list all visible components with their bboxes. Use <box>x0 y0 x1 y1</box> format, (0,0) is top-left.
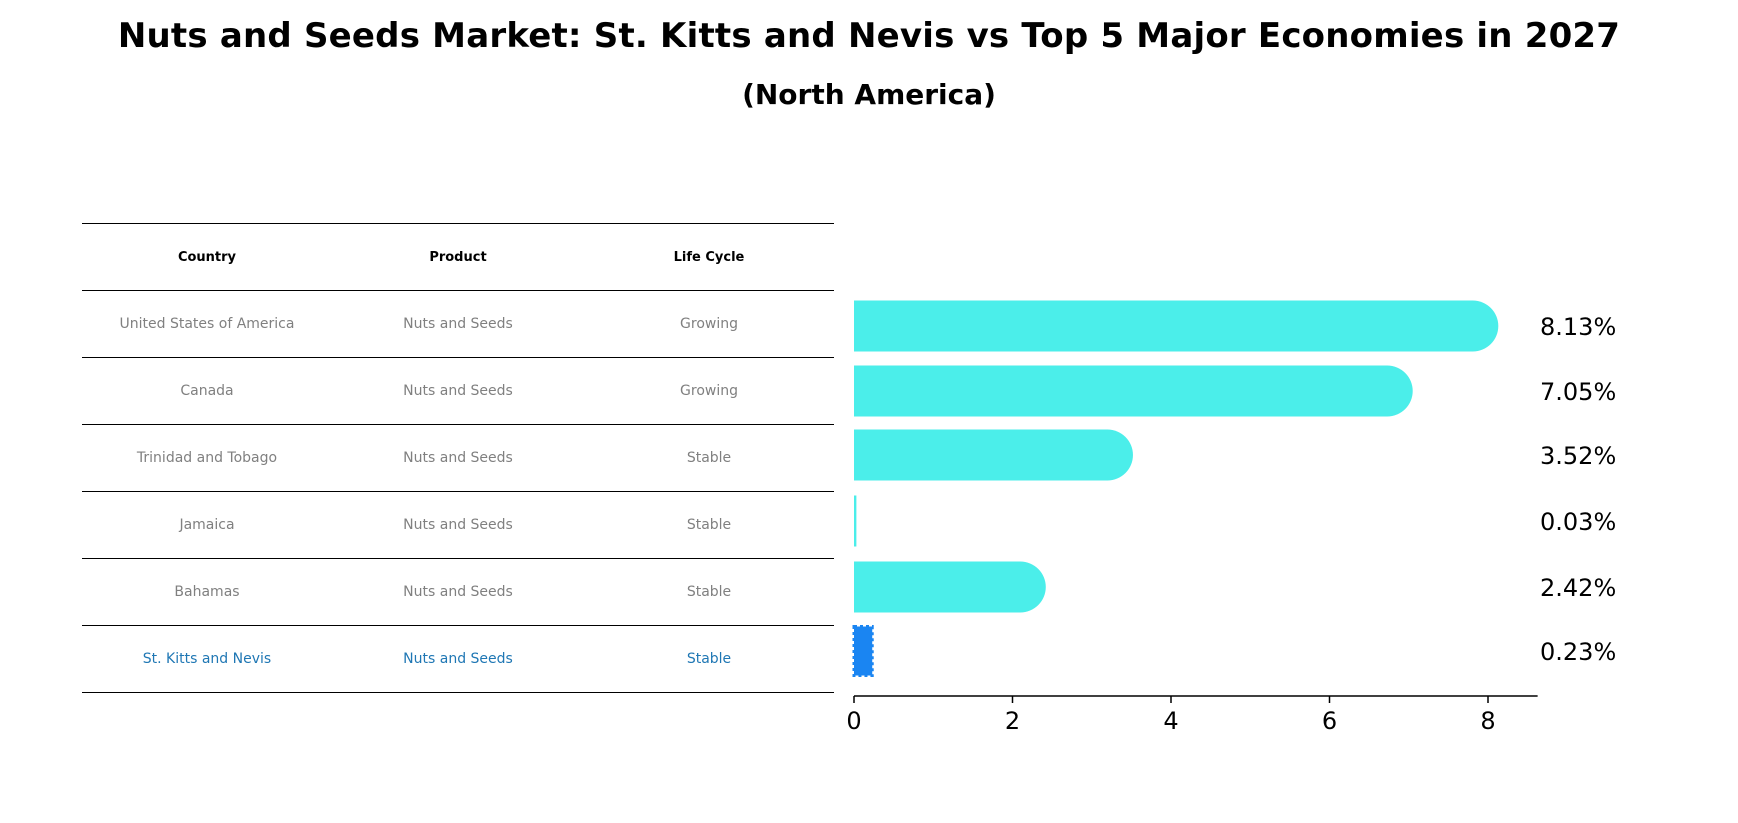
value-label: 8.13% <box>1540 313 1616 341</box>
table-header-row: Country Product Life Cycle <box>82 223 834 291</box>
table-row-highlight: St. Kitts and Nevis Nuts and Seeds Stabl… <box>82 625 834 693</box>
table-row: United States of America Nuts and Seeds … <box>82 290 834 358</box>
value-label: 2.42% <box>1540 574 1616 602</box>
value-label: 0.23% <box>1540 638 1616 666</box>
header-life-cycle: Life Cycle <box>584 223 834 291</box>
cell-life-cycle: Stable <box>584 424 834 492</box>
cell-life-cycle: Growing <box>584 357 834 425</box>
table-row: Bahamas Nuts and Seeds Stable <box>82 558 834 626</box>
cell-life-cycle: Stable <box>584 625 834 693</box>
cell-product: Nuts and Seeds <box>332 357 584 425</box>
chart-title: Nuts and Seeds Market: St. Kitts and Nev… <box>117 16 1621 56</box>
bar-st-kitts-and-nevis <box>852 625 874 677</box>
table-row: Trinidad and Tobago Nuts and Seeds Stabl… <box>82 424 834 492</box>
cell-life-cycle: Growing <box>584 290 834 358</box>
x-tick-label: 8 <box>1480 707 1495 735</box>
cell-life-cycle: Stable <box>584 491 834 559</box>
bar-bahamas <box>854 561 1046 613</box>
cell-product: Nuts and Seeds <box>332 424 584 492</box>
bar-united-states-of-america <box>854 300 1499 352</box>
x-tick-label: 0 <box>846 707 861 735</box>
data-table: Country Product Life Cycle United States… <box>82 223 834 693</box>
header-country: Country <box>82 223 332 291</box>
cell-product: Nuts and Seeds <box>332 625 584 693</box>
x-tick-label: 4 <box>1163 707 1178 735</box>
x-axis-ticks: 0 2 4 6 8 <box>846 696 1496 735</box>
cell-country: Bahamas <box>82 558 332 626</box>
cell-country: St. Kitts and Nevis <box>82 625 332 693</box>
x-tick-label: 6 <box>1322 707 1337 735</box>
table-row: Canada Nuts and Seeds Growing <box>82 357 834 425</box>
bar-jamaica <box>854 495 857 547</box>
table-row: Jamaica Nuts and Seeds Stable <box>82 491 834 559</box>
value-label: 0.03% <box>1540 508 1616 536</box>
value-label: 7.05% <box>1540 378 1616 406</box>
bars-layer <box>852 300 1499 677</box>
cell-country: Trinidad and Tobago <box>82 424 332 492</box>
x-tick-label: 2 <box>1005 707 1020 735</box>
cell-product: Nuts and Seeds <box>332 558 584 626</box>
cell-life-cycle: Stable <box>584 558 834 626</box>
cell-product: Nuts and Seeds <box>332 491 584 559</box>
cell-country: United States of America <box>82 290 332 358</box>
chart-subtitle: (North America) <box>742 78 996 111</box>
bar-trinidad-and-tobago <box>854 429 1133 481</box>
cell-product: Nuts and Seeds <box>332 290 584 358</box>
header-product: Product <box>332 223 584 291</box>
bar-canada <box>854 365 1413 417</box>
value-label: 3.52% <box>1540 442 1616 470</box>
cell-country: Jamaica <box>82 491 332 559</box>
value-labels-layer: 8.13% 7.05% 3.52% 0.03% 2.42% 0.23% <box>1540 313 1616 666</box>
cell-country: Canada <box>82 357 332 425</box>
